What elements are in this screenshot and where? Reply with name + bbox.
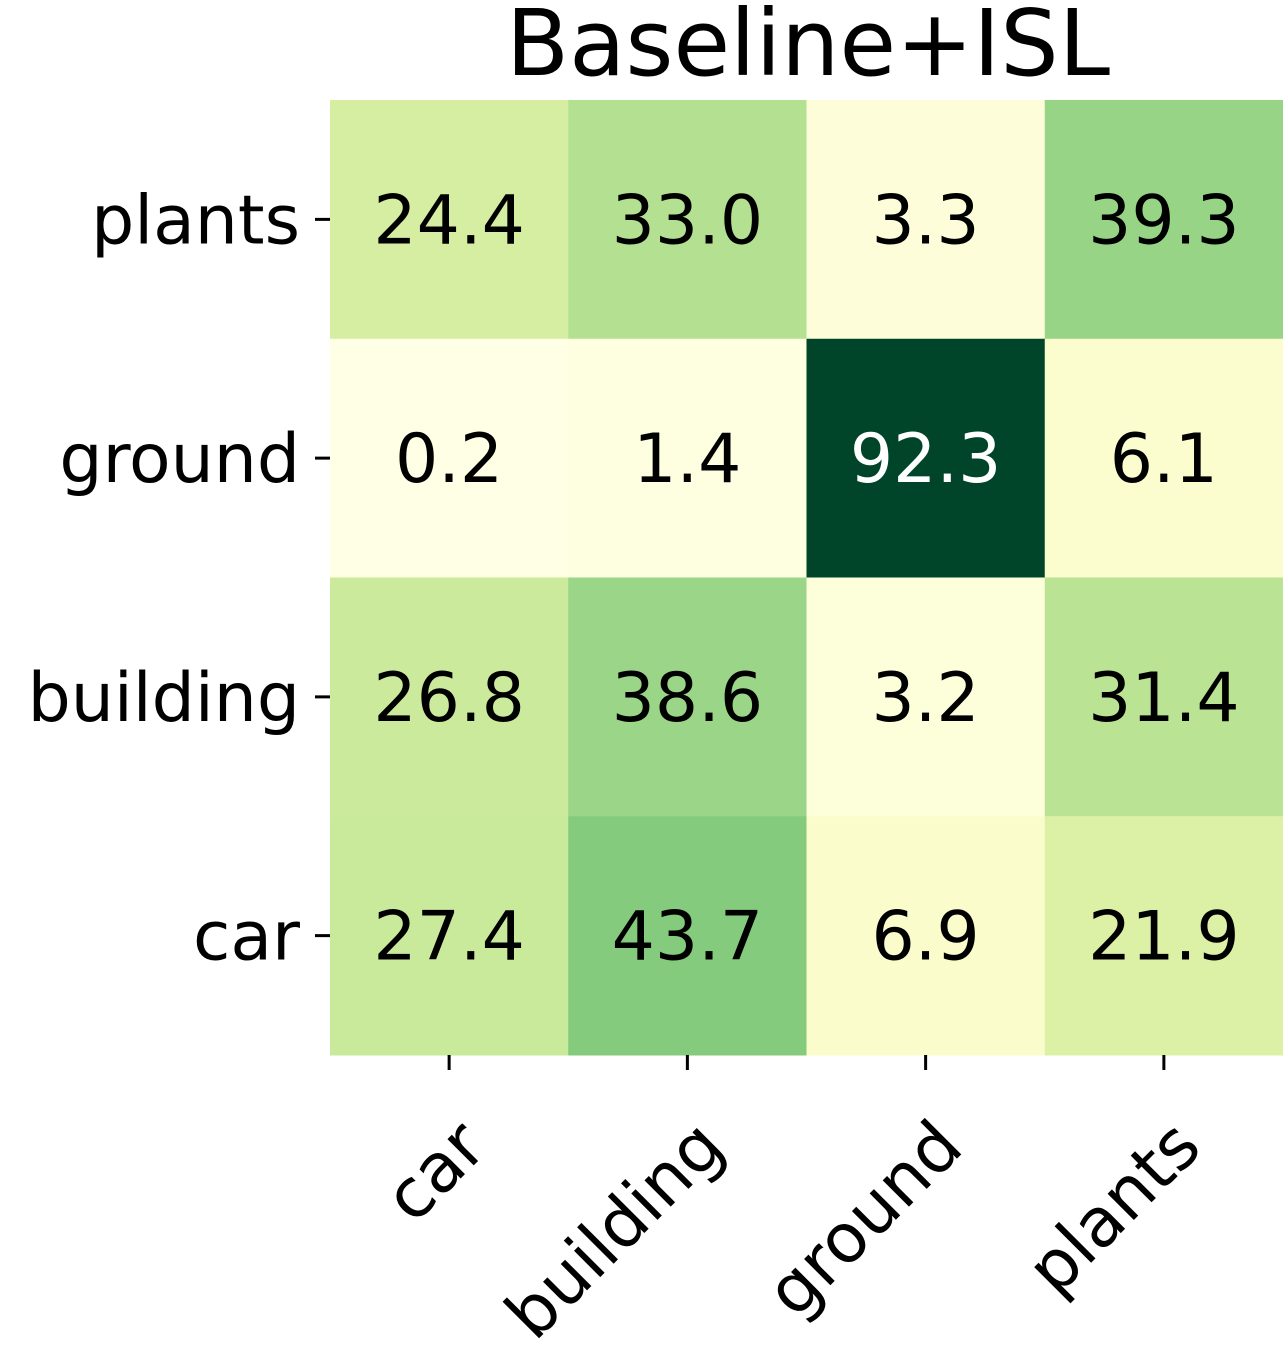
cell-value-label: 33.0 (612, 181, 763, 260)
cell-value-label: 39.3 (1088, 181, 1239, 260)
y-tick-label: plants (91, 181, 300, 260)
heatmap-cell (568, 100, 807, 340)
y-tick-label: building (28, 659, 300, 738)
cell-value-label: 6.9 (872, 898, 980, 977)
x-tick-label: building (491, 1106, 739, 1348)
heatmap-cell (568, 577, 807, 817)
cell-value-label: 24.4 (373, 181, 524, 260)
y-axis: plants ground building car (28, 181, 330, 977)
heatmap-cell (1044, 816, 1283, 1056)
heatmap-cell (330, 338, 569, 578)
cell-value-label: 3.3 (872, 181, 980, 260)
cell-value-label: 21.9 (1088, 898, 1239, 977)
y-tick-label: ground (59, 420, 300, 499)
heatmap-cell (568, 816, 807, 1056)
heatmap-cell (806, 577, 1046, 817)
cell-value-label: 6.1 (1110, 420, 1218, 499)
cell-value-label: 31.4 (1088, 659, 1239, 738)
heatmap-cells: 24.4 33.0 3.3 39.3 0.2 1.4 92.3 6.1 26.8 38.6 3.2 3… (330, 100, 1283, 1056)
heatmap-cell (806, 816, 1046, 1056)
cell-value-label: 3.2 (872, 659, 980, 738)
cell-value-label: 92.3 (850, 420, 1001, 499)
cell-value-label: 38.6 (612, 659, 763, 738)
x-tick-label: car (370, 1106, 502, 1238)
heatmap-cell (1044, 577, 1283, 817)
heatmap-cell (1044, 100, 1283, 340)
x-tick-label: ground (752, 1106, 978, 1332)
cell-value-label: 1.4 (633, 420, 741, 499)
chart-title: Baseline+ISL (506, 0, 1110, 97)
cell-value-label: 43.7 (612, 898, 763, 977)
heatmap-cell (1044, 338, 1283, 578)
x-tick-label: plants (1012, 1106, 1216, 1310)
cell-value-label: 27.4 (373, 898, 524, 977)
heatmap-cell (806, 100, 1046, 340)
heatmap-cell (330, 577, 569, 817)
y-tick-label: car (193, 898, 300, 977)
heatmap-cell (806, 338, 1046, 578)
heatmap-cell (568, 338, 807, 578)
cell-value-label: 26.8 (373, 659, 524, 738)
cell-value-label: 0.2 (395, 420, 503, 499)
heatmap-cell (330, 816, 569, 1056)
heatmap-cell (330, 100, 569, 340)
